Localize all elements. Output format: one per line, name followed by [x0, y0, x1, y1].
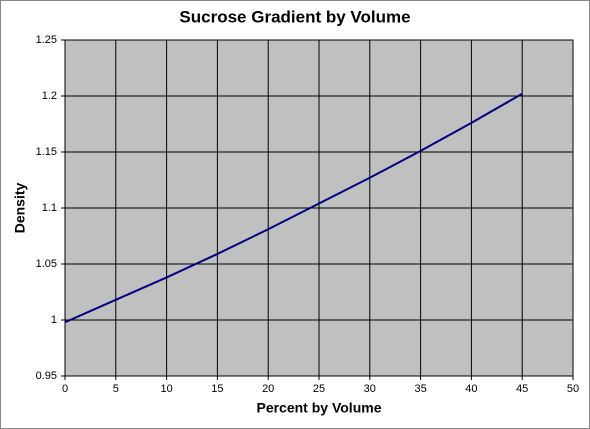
- y-tick-label: 1.2: [42, 90, 57, 102]
- data-line: [64, 92, 523, 324]
- x-tick-label: 5: [113, 383, 119, 395]
- x-tick-label: 15: [211, 383, 223, 395]
- x-tick-label: 45: [516, 383, 528, 395]
- x-tick-label: 0: [62, 383, 68, 395]
- x-tick-label: 10: [160, 383, 172, 395]
- y-tick-label: 1: [51, 314, 57, 326]
- y-tick-label: 1.25: [36, 34, 57, 46]
- y-tick-label: 1.1: [42, 202, 57, 214]
- y-tick-label: 1.15: [36, 146, 57, 158]
- x-tick-label: 30: [364, 383, 376, 395]
- chart-title: Sucrose Gradient by Volume: [179, 7, 410, 26]
- y-tick-label: 1.05: [36, 258, 57, 270]
- x-tick-label: 50: [567, 383, 579, 395]
- x-tick-label: 20: [262, 383, 274, 395]
- x-tick-label: 25: [313, 383, 325, 395]
- y-axis-title: Density: [12, 183, 28, 234]
- x-tick-label: 35: [414, 383, 426, 395]
- y-tick-label: 0.95: [36, 370, 57, 382]
- x-tick-label: 40: [465, 383, 477, 395]
- x-axis-title: Percent by Volume: [256, 400, 381, 416]
